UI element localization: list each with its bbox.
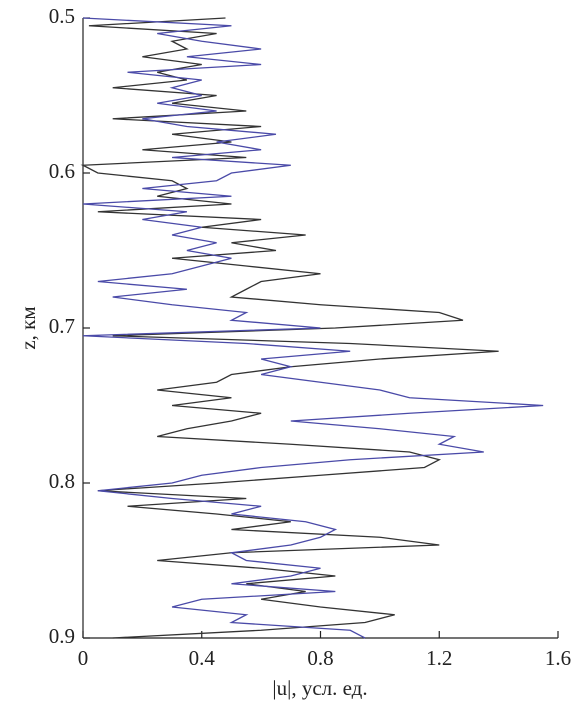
x-tick-label: 1.2: [426, 646, 452, 670]
x-tick-label: 0: [78, 646, 89, 670]
y-tick-label: 0.5: [49, 4, 75, 28]
y-tick-label: 0.6: [49, 159, 75, 183]
x-tick-label: 0.8: [307, 646, 333, 670]
y-tick-label: 0.9: [49, 624, 75, 648]
x-axis-label: |u|, усл. ед.: [272, 676, 367, 700]
x-tick-label: 0.4: [189, 646, 216, 670]
y-tick-label: 0.8: [49, 469, 75, 493]
profile-line: [80, 17, 499, 639]
y-axis-label: z, км: [16, 306, 40, 349]
profile-line: [82, 17, 544, 639]
y-tick-label: 0.7: [49, 314, 75, 338]
x-tick-label: 1.6: [545, 646, 571, 670]
